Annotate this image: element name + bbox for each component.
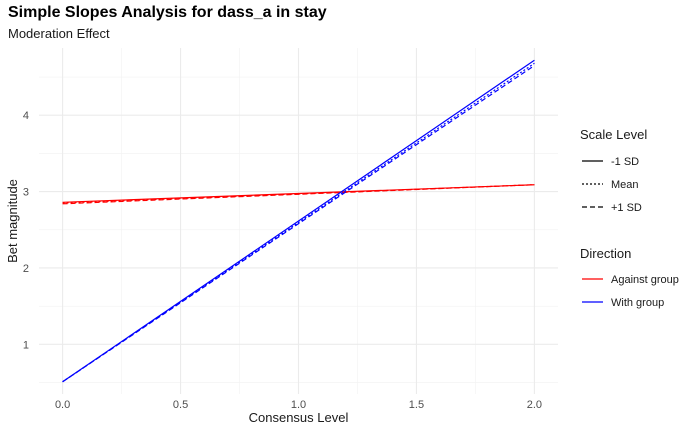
y-tick-label: 2 xyxy=(23,263,29,275)
legend-label-scale: +1 SD xyxy=(611,202,642,214)
legend-label-scale: -1 SD xyxy=(611,156,639,168)
y-tick-label: 1 xyxy=(23,339,29,351)
legend-title-scale-level: Scale Level xyxy=(580,127,647,142)
y-tick-label: 4 xyxy=(23,110,29,122)
x-tick-label: 1.0 xyxy=(291,399,306,411)
x-tick-labels: 0.0 0.5 1.0 1.5 2.0 xyxy=(55,399,542,411)
x-tick-label: 0.5 xyxy=(173,399,188,411)
series-lines xyxy=(62,59,535,383)
series-line-with-group-1sd xyxy=(62,65,535,383)
chart-title: Simple Slopes Analysis for dass_a in sta… xyxy=(8,4,327,21)
major-gridlines xyxy=(39,48,558,394)
series-line-against-group-1sd xyxy=(62,184,535,205)
chart-subtitle: Moderation Effect xyxy=(8,26,110,41)
y-axis-title: Bet magnitude xyxy=(5,179,20,263)
series-line-with-group-mean xyxy=(62,62,535,383)
x-tick-label: 0.0 xyxy=(55,399,70,411)
x-tick-label: 2.0 xyxy=(527,399,542,411)
x-tick-label: 1.5 xyxy=(409,399,424,411)
y-tick-label: 3 xyxy=(23,187,29,199)
series-line-with-group-1sd xyxy=(62,59,535,383)
legend-title-direction: Direction xyxy=(580,246,631,261)
legend-label-direction: With group xyxy=(611,297,664,309)
legend: Scale Level -1 SD Mean +1 SD Direction Agains… xyxy=(580,127,679,309)
y-tick-labels: 1 2 3 4 xyxy=(23,110,29,351)
legend-label-direction: Against group xyxy=(611,274,679,286)
x-axis-title: Consensus Level xyxy=(249,410,349,425)
legend-label-scale: Mean xyxy=(611,179,639,191)
